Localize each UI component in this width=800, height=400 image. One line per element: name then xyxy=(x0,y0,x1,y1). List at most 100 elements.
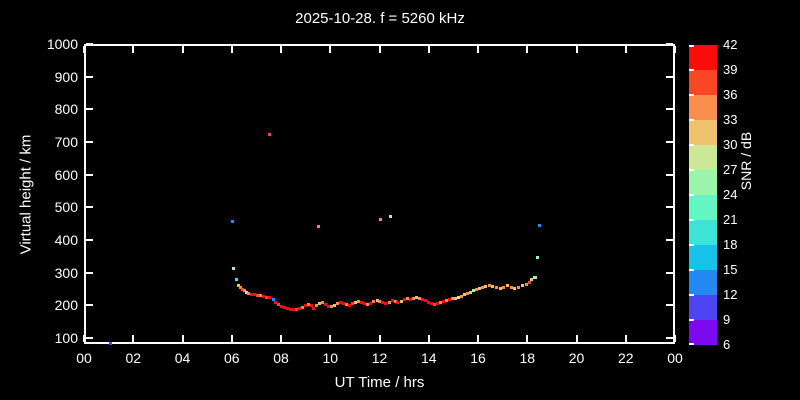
x-tick-top xyxy=(526,46,529,53)
data-point xyxy=(381,301,385,305)
data-point xyxy=(411,296,415,300)
y-axis-label: Virtual height / km xyxy=(17,134,35,255)
data-point xyxy=(327,304,331,308)
data-point xyxy=(317,224,321,228)
x-tick-top xyxy=(378,46,381,53)
data-point xyxy=(279,304,283,308)
x-tick-top xyxy=(477,46,479,53)
data-point xyxy=(277,303,281,307)
data-point xyxy=(462,293,466,297)
x-axis-label: UT Time / hrs xyxy=(334,374,425,391)
data-point xyxy=(250,292,254,296)
data-point xyxy=(384,302,388,306)
data-point xyxy=(285,306,289,310)
data-point xyxy=(450,297,454,301)
y-tick-right xyxy=(666,271,673,274)
y-tick-right xyxy=(666,108,673,111)
data-point xyxy=(405,297,409,301)
data-point xyxy=(494,285,498,289)
y-tick-label: 300 xyxy=(54,264,78,281)
data-point xyxy=(502,285,506,289)
y-tick-right xyxy=(666,337,673,340)
data-point xyxy=(291,308,295,312)
data-point xyxy=(357,299,361,303)
colorbar-tick-label: 21 xyxy=(723,212,738,227)
x-tick-top xyxy=(181,46,184,53)
data-point xyxy=(387,300,391,304)
data-point xyxy=(441,300,445,304)
colorbar-tick xyxy=(689,319,694,321)
data-point xyxy=(477,286,481,290)
x-tick-label: 12 xyxy=(371,350,388,366)
data-point xyxy=(247,291,251,295)
x-tick xyxy=(181,335,184,342)
x-tick-label: 14 xyxy=(420,350,437,366)
data-point xyxy=(432,302,436,306)
x-tick-label: 22 xyxy=(617,350,634,366)
x-tick-top xyxy=(132,46,135,53)
data-point xyxy=(315,303,319,307)
data-point xyxy=(363,301,367,305)
y-tick-label: 1000 xyxy=(46,36,78,52)
colorbar-tick-label: 30 xyxy=(723,137,738,152)
data-point xyxy=(426,300,430,304)
y-tick xyxy=(86,173,93,176)
colorbar-tick-label: 24 xyxy=(723,187,738,202)
colorbar-tick-label: 6 xyxy=(723,337,731,352)
x-tick xyxy=(329,335,332,342)
data-point xyxy=(348,303,352,307)
data-point xyxy=(527,281,531,285)
x-tick xyxy=(83,335,85,342)
data-point xyxy=(108,341,112,345)
y-tick xyxy=(86,108,93,111)
y-tick-right xyxy=(666,141,673,144)
y-tick xyxy=(86,304,93,307)
data-point xyxy=(297,306,301,310)
data-point xyxy=(438,301,442,305)
data-point xyxy=(435,302,439,306)
data-point xyxy=(447,298,451,302)
data-point xyxy=(513,286,517,290)
x-tick-top xyxy=(674,46,676,53)
colorbar-segment xyxy=(689,195,717,220)
data-point xyxy=(453,296,457,300)
data-point xyxy=(259,294,263,298)
data-point xyxy=(288,307,292,311)
y-tick-right xyxy=(666,239,673,242)
x-tick-top xyxy=(230,46,233,53)
data-point xyxy=(318,301,322,305)
y-tick xyxy=(86,337,93,340)
y-tick-right xyxy=(666,43,673,45)
data-point xyxy=(238,285,242,289)
y-tick xyxy=(86,75,93,78)
colorbar-tick-label: 12 xyxy=(723,287,738,302)
data-point xyxy=(520,284,524,288)
chart-title: 2025-10-28. f = 5260 kHz xyxy=(295,10,465,27)
x-tick xyxy=(575,335,578,342)
data-point xyxy=(240,287,244,291)
data-point xyxy=(333,303,337,307)
colorbar-tick-label: 18 xyxy=(723,237,738,252)
data-point xyxy=(480,285,484,289)
data-point xyxy=(306,302,310,306)
colorbar-tick xyxy=(689,294,694,296)
colorbar-tick xyxy=(689,244,694,246)
colorbar-tick xyxy=(689,119,694,121)
x-tick-label: 06 xyxy=(223,350,240,366)
x-tick xyxy=(230,335,233,342)
y-tick xyxy=(86,239,93,242)
y-tick-right xyxy=(666,304,673,307)
data-point xyxy=(351,302,355,306)
data-point xyxy=(524,283,528,287)
y-tick-right xyxy=(666,173,673,176)
data-point xyxy=(423,299,427,303)
data-point xyxy=(420,298,424,302)
x-tick-top xyxy=(624,46,627,53)
data-point xyxy=(321,301,325,305)
data-point xyxy=(294,307,298,311)
data-point xyxy=(300,305,304,309)
x-tick-label: 18 xyxy=(519,350,536,366)
data-point xyxy=(475,287,479,291)
data-point xyxy=(408,298,412,302)
